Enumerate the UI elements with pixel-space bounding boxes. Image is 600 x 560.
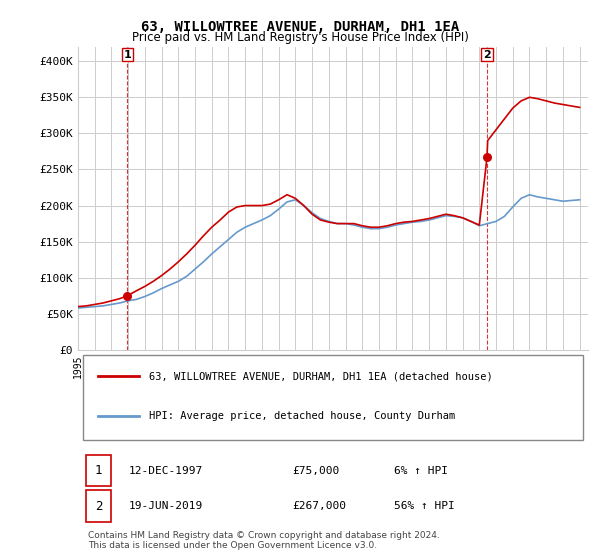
FancyBboxPatch shape (83, 354, 583, 440)
Text: HPI: Average price, detached house, County Durham: HPI: Average price, detached house, Coun… (149, 411, 455, 421)
Text: Contains HM Land Registry data © Crown copyright and database right 2024.
This d: Contains HM Land Registry data © Crown c… (88, 531, 440, 550)
Text: 19-JUN-2019: 19-JUN-2019 (129, 501, 203, 511)
Text: £75,000: £75,000 (292, 466, 340, 475)
Text: 63, WILLOWTREE AVENUE, DURHAM, DH1 1EA: 63, WILLOWTREE AVENUE, DURHAM, DH1 1EA (141, 20, 459, 34)
Text: 1: 1 (124, 50, 131, 60)
Text: 56% ↑ HPI: 56% ↑ HPI (394, 501, 455, 511)
Point (482, 153, 492, 162)
Text: Price paid vs. HM Land Registry's House Price Index (HPI): Price paid vs. HM Land Registry's House … (131, 31, 469, 44)
Text: 12-DEC-1997: 12-DEC-1997 (129, 466, 203, 475)
Text: 6% ↑ HPI: 6% ↑ HPI (394, 466, 448, 475)
Text: 2: 2 (483, 50, 491, 60)
Text: 63, WILLOWTREE AVENUE, DURHAM, DH1 1EA (detached house): 63, WILLOWTREE AVENUE, DURHAM, DH1 1EA (… (149, 371, 493, 381)
FancyBboxPatch shape (86, 491, 111, 522)
Text: 2: 2 (95, 500, 102, 512)
Text: £267,000: £267,000 (292, 501, 346, 511)
Point (122, 291, 132, 300)
FancyBboxPatch shape (86, 455, 111, 486)
Text: 1: 1 (95, 464, 102, 477)
